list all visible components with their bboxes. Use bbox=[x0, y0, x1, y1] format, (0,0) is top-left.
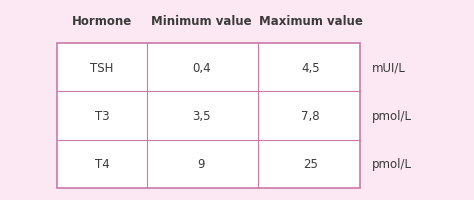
Text: 4,5: 4,5 bbox=[301, 62, 320, 74]
Text: 7,8: 7,8 bbox=[301, 110, 320, 122]
Text: mUI/L: mUI/L bbox=[372, 62, 406, 74]
Text: 3,5: 3,5 bbox=[192, 110, 211, 122]
Text: T3: T3 bbox=[95, 110, 109, 122]
Text: Minimum value: Minimum value bbox=[151, 15, 252, 27]
Text: 9: 9 bbox=[198, 158, 205, 170]
Text: 0,4: 0,4 bbox=[192, 62, 211, 74]
Text: Maximum value: Maximum value bbox=[258, 15, 363, 27]
Text: pmol/L: pmol/L bbox=[372, 158, 412, 170]
Text: 25: 25 bbox=[303, 158, 318, 170]
FancyBboxPatch shape bbox=[57, 44, 360, 188]
Text: TSH: TSH bbox=[90, 62, 114, 74]
Text: T4: T4 bbox=[94, 158, 109, 170]
Text: pmol/L: pmol/L bbox=[372, 110, 412, 122]
Text: Hormone: Hormone bbox=[72, 15, 132, 27]
